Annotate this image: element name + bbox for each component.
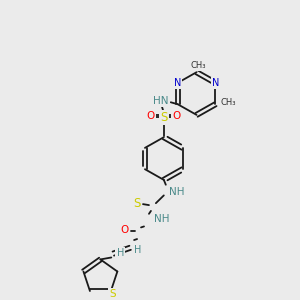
Text: O: O <box>172 111 181 121</box>
Text: HN: HN <box>153 96 169 106</box>
Text: H: H <box>116 248 124 258</box>
Text: N: N <box>212 78 219 88</box>
Text: O: O <box>120 225 128 235</box>
Text: S: S <box>110 289 116 299</box>
Text: N: N <box>174 78 182 88</box>
Text: CH₃: CH₃ <box>220 98 236 107</box>
Text: H: H <box>134 245 142 255</box>
Text: O: O <box>147 111 155 121</box>
Text: NH: NH <box>154 214 170 224</box>
Text: S: S <box>160 111 167 124</box>
Text: CH₃: CH₃ <box>191 61 206 70</box>
Text: S: S <box>134 197 141 210</box>
Text: NH: NH <box>169 187 184 196</box>
